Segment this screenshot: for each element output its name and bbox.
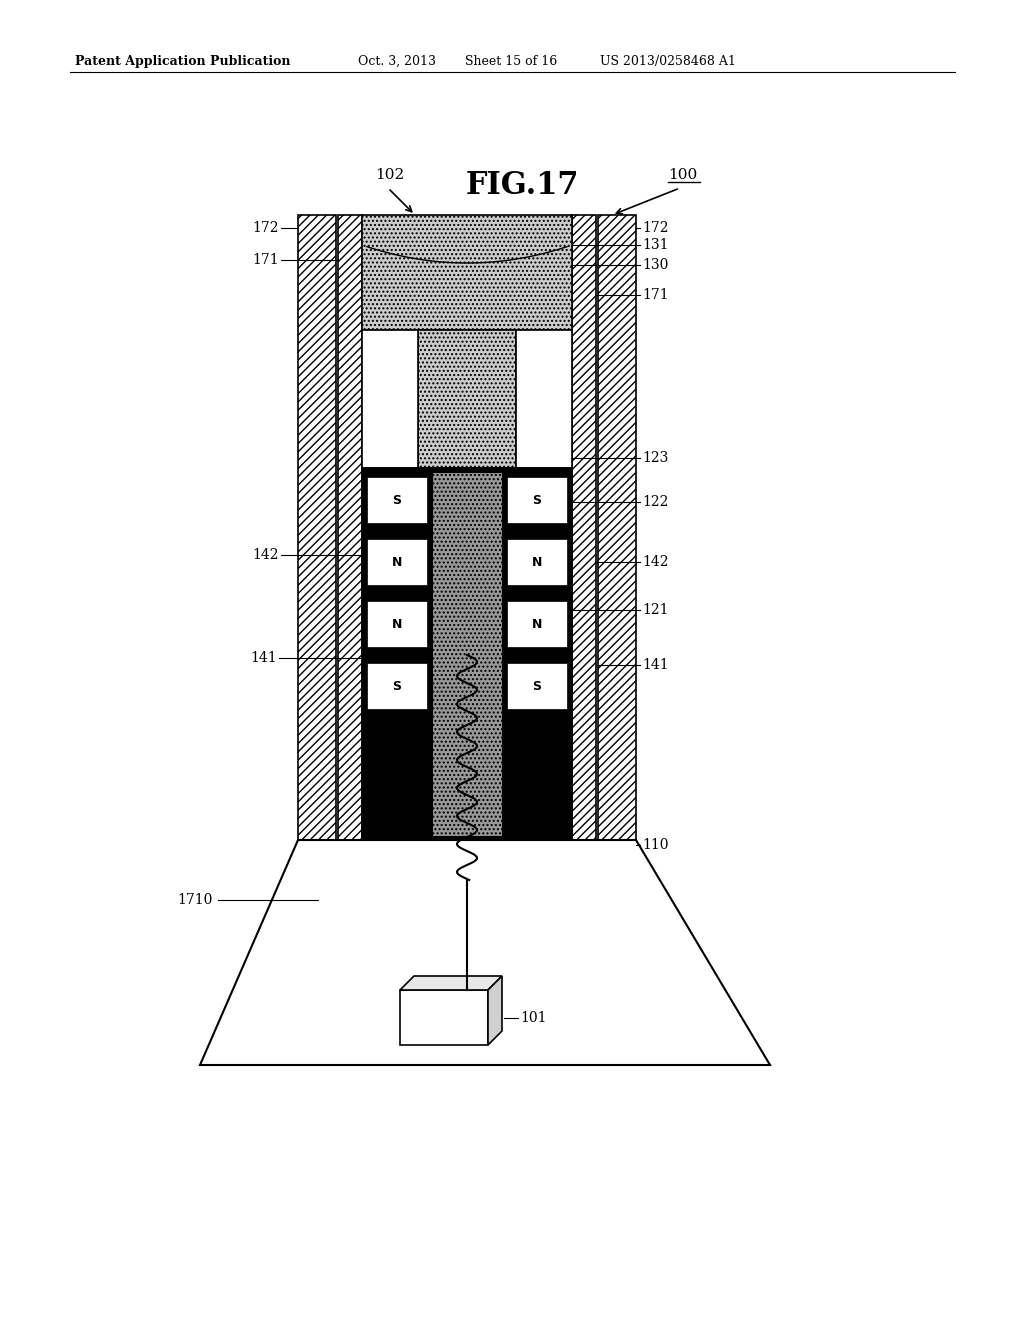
Text: 171: 171 bbox=[642, 288, 669, 302]
Text: S: S bbox=[392, 680, 401, 693]
Text: 172: 172 bbox=[253, 220, 279, 235]
Bar bbox=[362, 330, 418, 469]
Bar bbox=[362, 469, 572, 840]
Text: N: N bbox=[392, 556, 402, 569]
Text: Patent Application Publication: Patent Application Publication bbox=[75, 55, 291, 69]
Bar bbox=[418, 330, 516, 469]
Text: 171: 171 bbox=[252, 253, 279, 267]
Text: 130: 130 bbox=[642, 257, 669, 272]
Text: 141: 141 bbox=[251, 651, 278, 665]
Text: S: S bbox=[532, 680, 542, 693]
Text: 123: 123 bbox=[642, 451, 669, 465]
Text: 142: 142 bbox=[253, 548, 279, 562]
Bar bbox=[504, 598, 570, 649]
Text: 121: 121 bbox=[642, 603, 669, 616]
Text: 100: 100 bbox=[668, 168, 697, 182]
Bar bbox=[367, 601, 427, 647]
Text: N: N bbox=[531, 556, 542, 569]
Bar bbox=[364, 536, 430, 587]
Text: US 2013/0258468 A1: US 2013/0258468 A1 bbox=[600, 55, 736, 69]
Bar bbox=[364, 474, 430, 525]
Text: 172: 172 bbox=[642, 220, 669, 235]
Text: 131: 131 bbox=[642, 238, 669, 252]
Bar bbox=[507, 663, 567, 709]
Text: 122: 122 bbox=[642, 495, 669, 510]
Text: S: S bbox=[392, 494, 401, 507]
Bar bbox=[504, 660, 570, 711]
Text: N: N bbox=[531, 618, 542, 631]
Bar bbox=[367, 663, 427, 709]
Bar bbox=[432, 473, 502, 836]
Text: S: S bbox=[532, 494, 542, 507]
Text: 101: 101 bbox=[520, 1011, 547, 1026]
Text: 110: 110 bbox=[642, 838, 669, 851]
Polygon shape bbox=[488, 975, 502, 1045]
Text: Sheet 15 of 16: Sheet 15 of 16 bbox=[465, 55, 557, 69]
Polygon shape bbox=[400, 975, 502, 990]
Bar bbox=[367, 539, 427, 585]
Bar bbox=[364, 660, 430, 711]
Bar bbox=[507, 539, 567, 585]
Bar bbox=[507, 601, 567, 647]
Text: 142: 142 bbox=[642, 554, 669, 569]
Text: 102: 102 bbox=[375, 168, 404, 182]
Text: 1710: 1710 bbox=[177, 894, 213, 907]
Bar bbox=[504, 474, 570, 525]
Bar bbox=[298, 215, 336, 840]
Bar bbox=[572, 215, 596, 840]
Text: 141: 141 bbox=[642, 657, 669, 672]
Polygon shape bbox=[200, 840, 770, 1065]
Bar bbox=[504, 536, 570, 587]
Bar bbox=[507, 477, 567, 523]
Bar bbox=[367, 477, 427, 523]
Bar bbox=[598, 215, 636, 840]
Bar bbox=[400, 990, 488, 1045]
Bar bbox=[516, 330, 572, 469]
Bar bbox=[362, 215, 572, 330]
Text: N: N bbox=[392, 618, 402, 631]
Bar bbox=[364, 598, 430, 649]
Text: Oct. 3, 2013: Oct. 3, 2013 bbox=[358, 55, 436, 69]
Bar bbox=[338, 215, 362, 840]
Text: FIG.17: FIG.17 bbox=[465, 169, 579, 201]
